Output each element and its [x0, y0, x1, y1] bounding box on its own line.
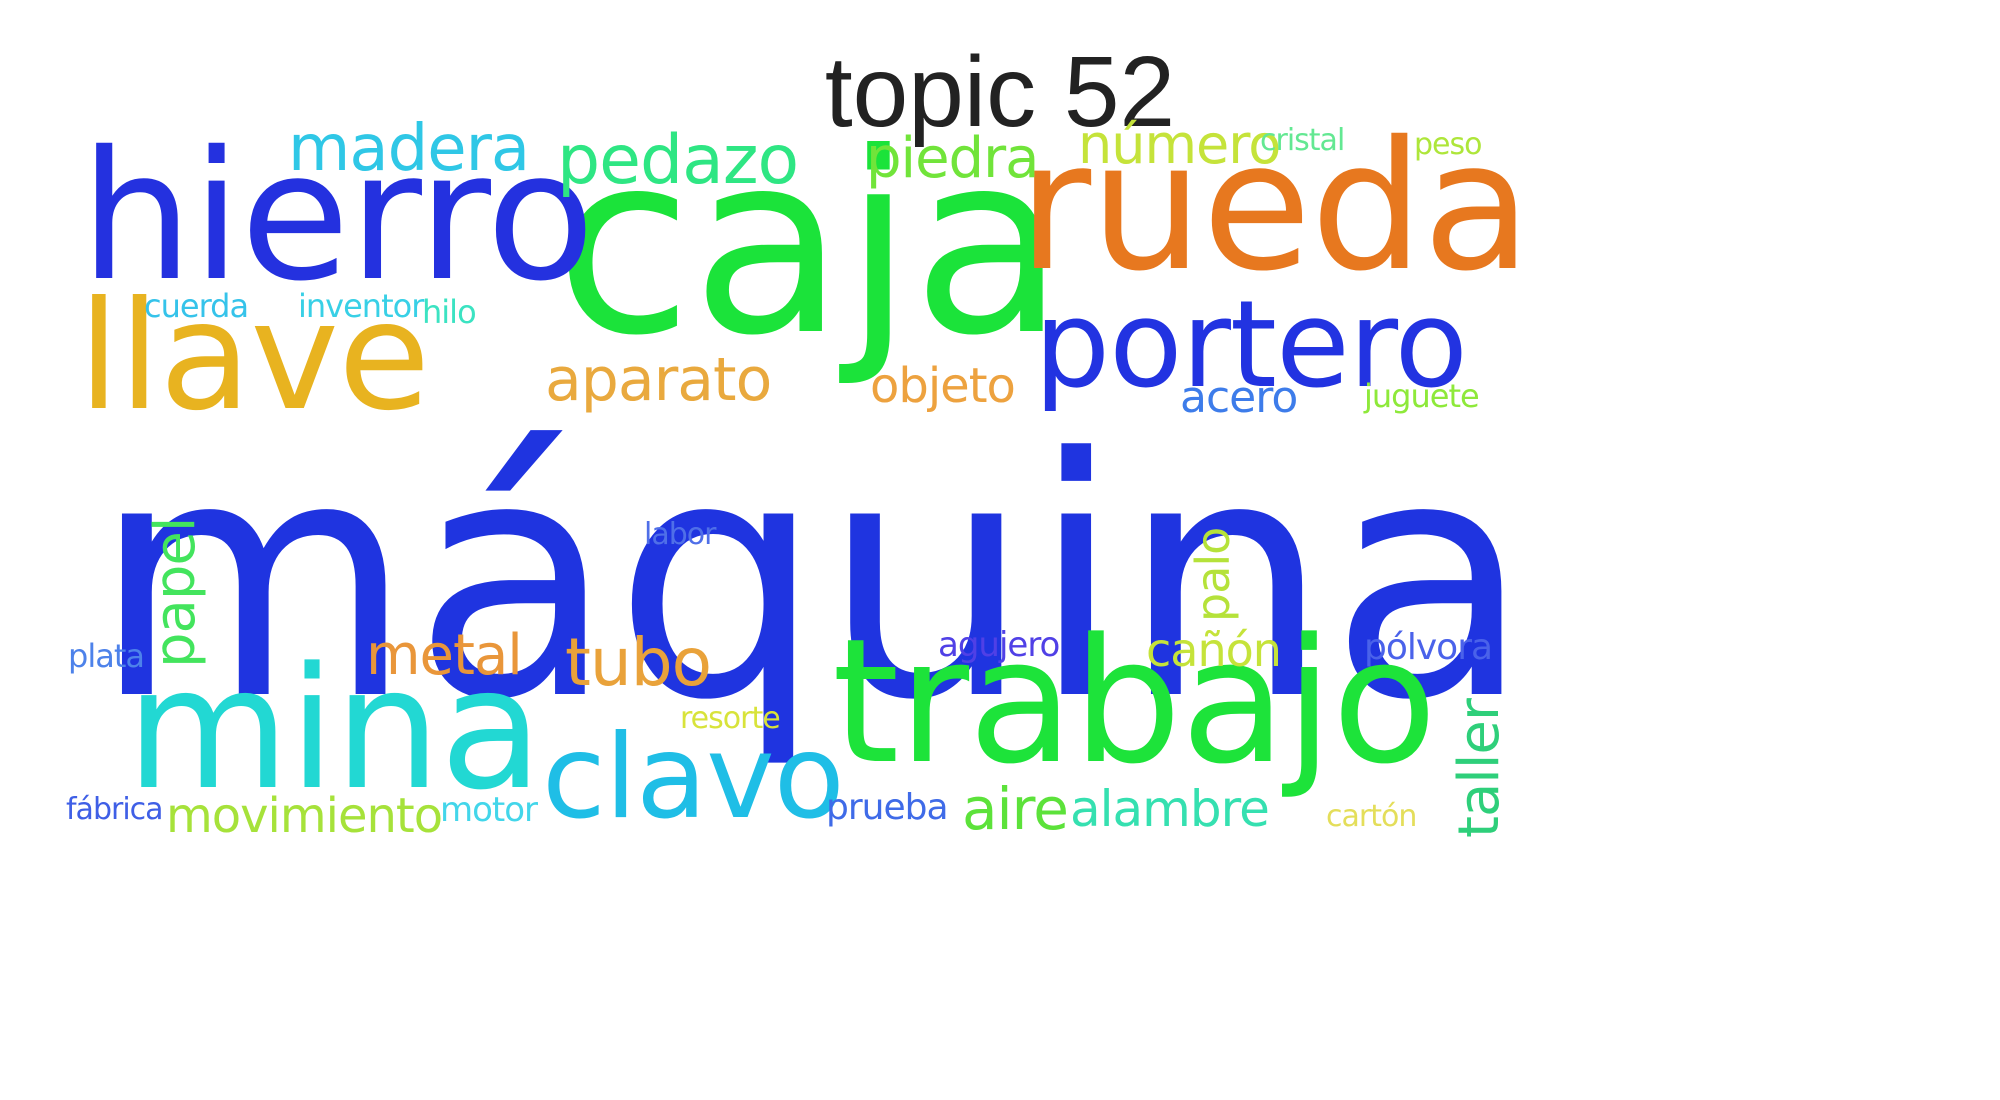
word-madera: madera: [288, 117, 529, 181]
word-movimiento: movimiento: [166, 792, 442, 840]
word-resorte: resorte: [680, 704, 780, 734]
word-fabrica: fábrica: [66, 795, 163, 825]
word-objeto: objeto: [870, 362, 1015, 410]
word-cristal: cristal: [1260, 126, 1344, 156]
word-prueba: prueba: [826, 790, 948, 826]
word-trabajo: trabajo: [832, 616, 1436, 788]
word-cuerda: cuerda: [144, 290, 248, 322]
word-tubo: tubo: [565, 630, 711, 696]
word-juguete: juguete: [1364, 380, 1479, 412]
word-papel: papel: [148, 518, 204, 668]
word-inventor: inventor: [298, 290, 423, 322]
word-pedazo: pedazo: [557, 127, 798, 195]
word-carton: cartón: [1326, 802, 1416, 832]
word-taller: taller: [1452, 699, 1508, 838]
word-hilo: hilo: [422, 296, 476, 328]
word-acero: acero: [1180, 376, 1297, 420]
word-numero: número: [1078, 118, 1280, 172]
word-clavo: clavo: [542, 720, 844, 836]
word-piedra: piedra: [866, 131, 1038, 187]
word-aire: aire: [962, 780, 1068, 838]
word-peso: peso: [1414, 130, 1481, 160]
word-aparato: aparato: [545, 350, 771, 410]
word-metal: metal: [366, 628, 522, 684]
word-agujero: agujero: [938, 628, 1059, 662]
word-plata: plata: [68, 640, 144, 672]
word-palo: palo: [1190, 528, 1236, 622]
word-labor: labor: [644, 520, 715, 550]
word-canon: cañón: [1146, 627, 1281, 673]
word-alambre: alambre: [1070, 784, 1269, 834]
word-motor: motor: [440, 793, 537, 827]
word-polvora: pólvora: [1364, 630, 1492, 666]
